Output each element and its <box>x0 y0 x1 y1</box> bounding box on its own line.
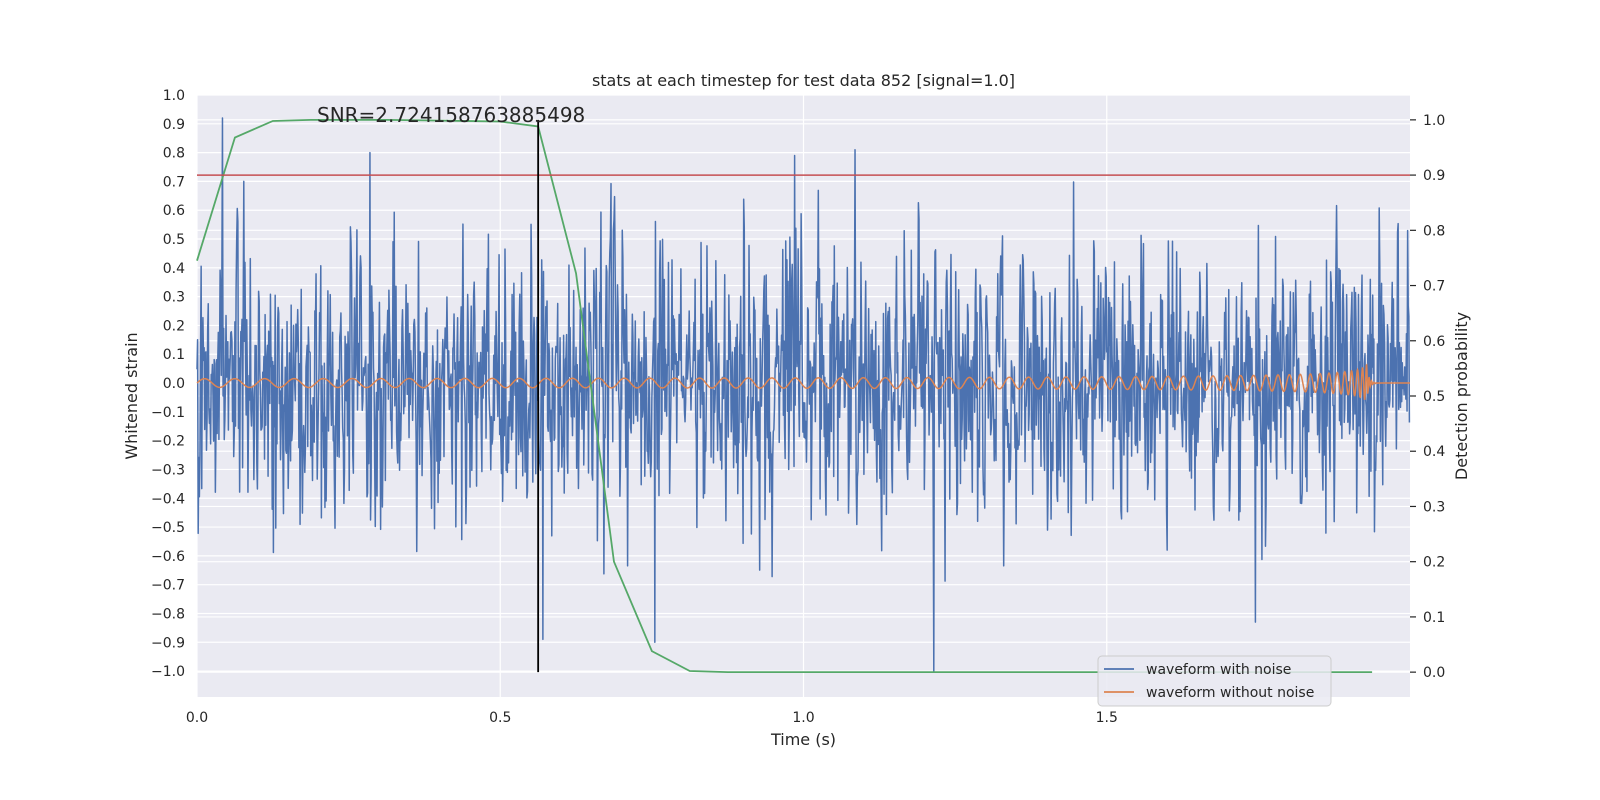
y-right-tick-label-7: 0.3 <box>1423 499 1445 515</box>
y-right-tick-label-9: 0.1 <box>1423 610 1445 626</box>
legend-box <box>1097 655 1332 707</box>
y-left-tick-label-2: 0.8 <box>163 146 185 162</box>
snr-annotation: SNR=2.724158763885498 <box>317 103 585 127</box>
y-left-tick-label-16: −0.6 <box>151 549 185 565</box>
line-waveform-without-noise <box>196 363 1410 400</box>
legend-label-clean: waveform without noise <box>1146 685 1314 701</box>
y-left-tick-label-10: 0.0 <box>163 376 185 392</box>
y-right-tick-label-4: 0.6 <box>1423 334 1445 350</box>
y-left-tick-label-7: 0.3 <box>163 290 185 306</box>
y-left-tick-label-1: 0.9 <box>163 117 185 133</box>
x-tick-label-1: 0.5 <box>489 710 511 726</box>
y-right-tick-label-0: 1.0 <box>1423 113 1445 129</box>
y-left-tick-label-6: 0.4 <box>163 261 185 277</box>
y-left-tick-label-11: −0.1 <box>151 405 185 421</box>
legend: waveform with noise waveform without noi… <box>1097 655 1332 707</box>
y-left-tick-label-17: −0.7 <box>151 578 185 594</box>
y-right-tick-label-3: 0.7 <box>1423 279 1445 295</box>
y-left-tick-label-13: −0.3 <box>151 462 185 478</box>
y-right-tick-label-6: 0.4 <box>1423 444 1445 460</box>
y-axis-label-left: Whitened strain <box>122 332 141 459</box>
chart-title: stats at each timestep for test data 852… <box>592 71 1015 90</box>
y-left-tick-label-15: −0.5 <box>151 520 185 536</box>
x-tick-label-0: 0.0 <box>186 710 208 726</box>
x-tick-label-2: 1.0 <box>792 710 814 726</box>
y-left-tick-label-9: 0.1 <box>163 347 185 363</box>
y-right-tick-label-5: 0.5 <box>1423 389 1445 405</box>
y-left-tick-label-3: 0.7 <box>163 174 185 190</box>
x-tick-label-3: 1.5 <box>1096 710 1118 726</box>
y-left-tick-label-5: 0.5 <box>163 232 185 248</box>
y-axis-label-right: Detection probability <box>1452 312 1471 480</box>
y-right-tick-label-8: 0.2 <box>1423 555 1445 571</box>
y-right-tick-label-2: 0.8 <box>1423 223 1445 239</box>
y-left-tick-label-18: −0.8 <box>151 606 185 622</box>
x-axis-label: Time (s) <box>770 730 836 749</box>
y-left-tick-label-8: 0.2 <box>163 318 185 334</box>
y-left-tick-label-0: 1.0 <box>163 88 185 104</box>
y-right-tick-label-10: 0.0 <box>1423 665 1445 681</box>
legend-label-noise: waveform with noise <box>1146 662 1291 678</box>
y-left-tick-label-12: −0.2 <box>151 434 185 450</box>
line-waveform-with-noise <box>196 117 1411 672</box>
y-left-tick-label-4: 0.6 <box>163 203 185 219</box>
ticks: 0.0 0.5 1.0 1.5 1.0 0.9 0.8 0.7 0.6 0.5 0.4 0.3 0.2 0… <box>151 88 1445 726</box>
series-waveform-without-noise <box>196 363 1410 400</box>
y-right-tick-label-1: 0.9 <box>1423 168 1445 184</box>
y-left-tick-label-14: −0.4 <box>151 491 185 507</box>
y-left-tick-label-19: −0.9 <box>151 635 185 651</box>
y-left-tick-label-20: −1.0 <box>151 664 185 680</box>
series-waveform-with-noise <box>196 117 1411 672</box>
